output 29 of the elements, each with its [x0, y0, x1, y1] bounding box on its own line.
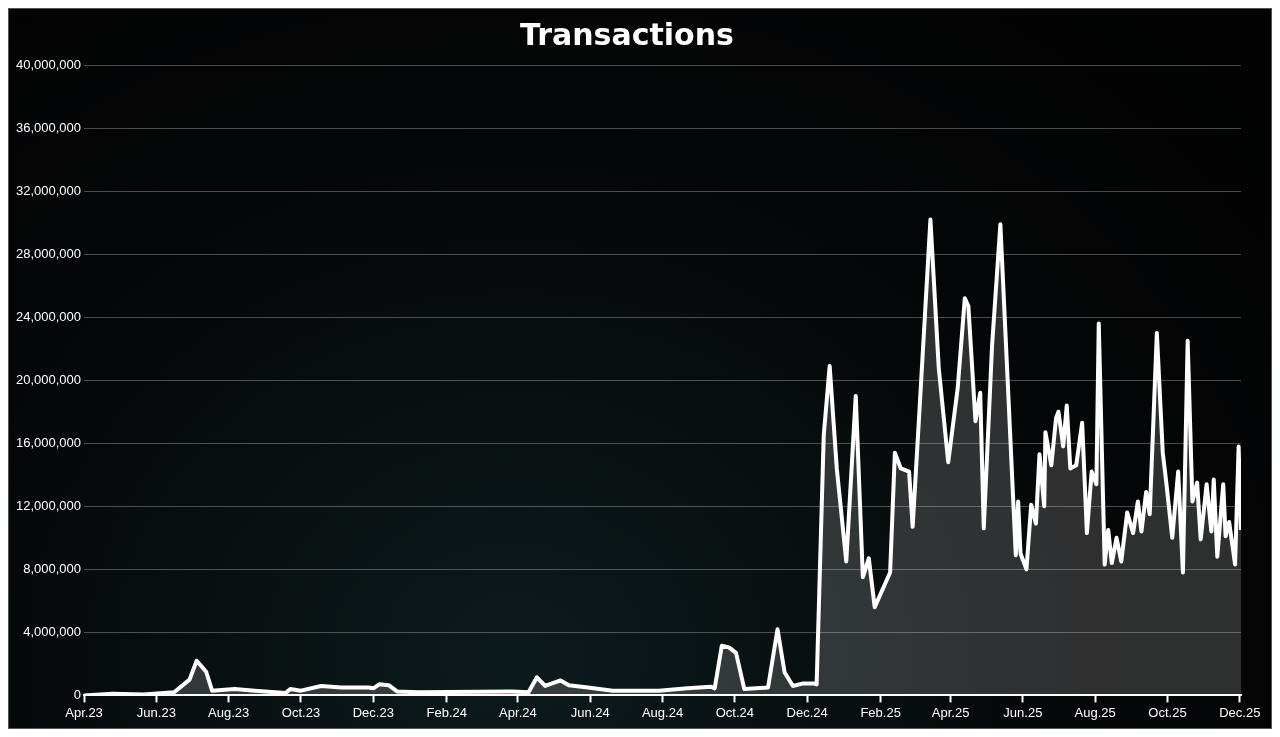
x-tick-label: Dec.23: [352, 704, 394, 720]
x-tick-label: Aug.24: [641, 704, 684, 720]
y-tick-label: 8,000,000: [23, 560, 82, 576]
x-tick-label: Feb.24: [426, 704, 468, 720]
y-tick-label: 36,000,000: [15, 119, 82, 135]
y-tick-label: 32,000,000: [15, 182, 82, 198]
x-tick-label: Oct.25: [1148, 704, 1187, 720]
y-tick-label: 28,000,000: [15, 245, 82, 261]
y-tick-label: 4,000,000: [23, 623, 82, 639]
x-tick-label: Oct.23: [281, 704, 321, 720]
x-tick-label: Dec.25: [1219, 704, 1261, 720]
x-tick-label: Aug.23: [208, 704, 250, 720]
x-tick-label: Apr.23: [65, 704, 103, 720]
x-tick-label: Apr.24: [499, 704, 537, 720]
x-tick-label: Aug.25: [1074, 704, 1116, 720]
x-tick-label: Jun.25: [1003, 704, 1043, 720]
x-tick-label: Oct.24: [715, 704, 754, 720]
y-tick-label: 24,000,000: [15, 308, 82, 324]
chart-title: Transactions: [520, 16, 734, 52]
x-tick-label: Feb.25: [860, 704, 901, 720]
y-tick-label: 12,000,000: [15, 497, 82, 513]
y-tick-label: 0: [73, 686, 82, 702]
y-tick-label: 40,000,000: [15, 56, 82, 72]
x-tick-label: Jun.24: [570, 704, 610, 720]
x-tick-label: Jun.23: [136, 704, 176, 720]
y-tick-label: 20,000,000: [15, 371, 82, 387]
x-tick-label: Dec.24: [786, 704, 828, 720]
y-tick-label: 16,000,000: [15, 434, 82, 450]
x-tick-label: Apr.25: [931, 704, 970, 720]
